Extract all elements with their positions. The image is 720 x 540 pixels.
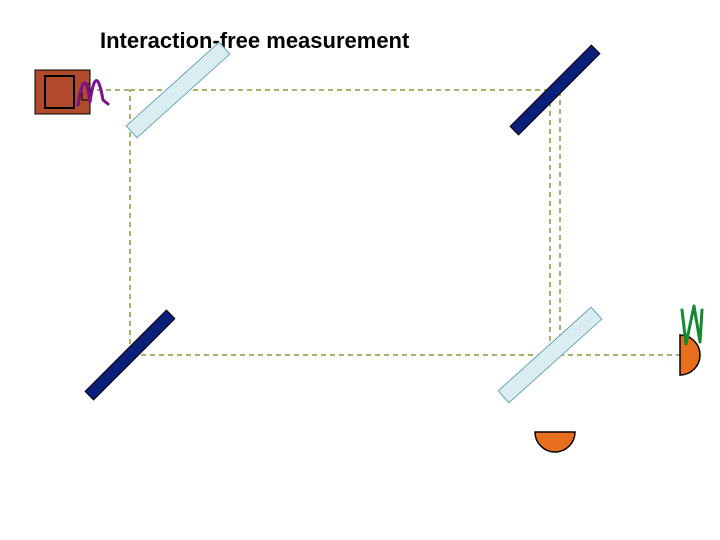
beam-rectangle — [130, 90, 550, 355]
detector-right — [680, 335, 700, 375]
diagram-canvas — [0, 0, 720, 540]
detector-bottom — [535, 432, 575, 452]
mirror-top-right — [510, 45, 600, 135]
